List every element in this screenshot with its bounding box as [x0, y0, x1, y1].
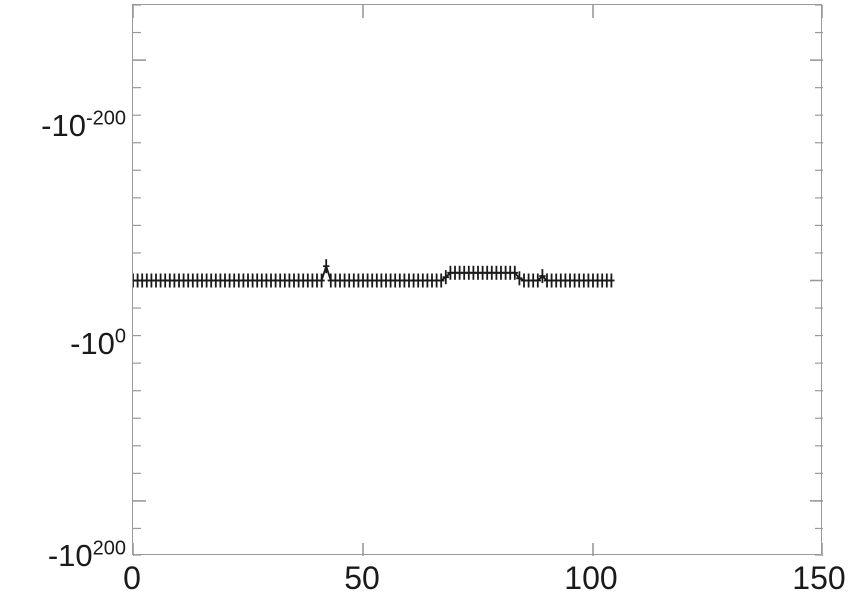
plot-canvas	[133, 5, 823, 556]
y-axis-tick-label-mid: -100	[0, 325, 126, 361]
x-axis-tick-label-0: 0	[123, 560, 141, 596]
x-axis-tick-label-50: 50	[344, 560, 380, 596]
y-tick-exponent-mid: 0	[114, 325, 126, 348]
y-axis-tick-label-top: -10-200	[0, 107, 126, 143]
y-tick-mantissa-mid: -10	[70, 326, 115, 361]
x-axis-ticks	[133, 5, 823, 556]
x-axis-tick-label-100: 100	[564, 560, 618, 596]
plot-area	[132, 4, 823, 556]
y-axis-ticks	[133, 5, 823, 556]
y-axis-tick-label-bottom: -10200	[0, 537, 126, 573]
y-tick-mantissa-top: -10	[41, 108, 86, 143]
y-tick-exponent-top: -200	[85, 107, 126, 130]
data-series-markers	[133, 259, 615, 288]
x-axis-tick-label-150: 150	[792, 560, 846, 596]
y-tick-exponent-bottom: 200	[92, 537, 126, 560]
y-tick-mantissa-bottom: -10	[47, 538, 93, 573]
